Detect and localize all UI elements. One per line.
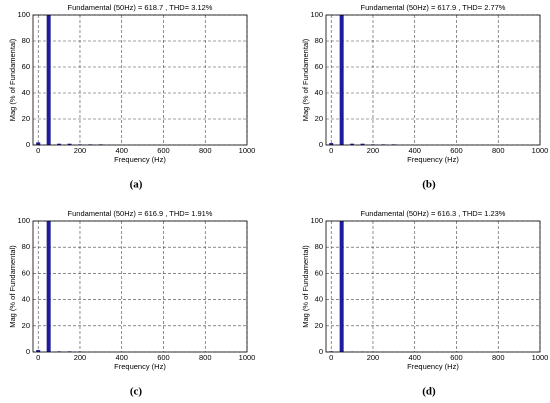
x-tick-label: 800 bbox=[492, 146, 505, 155]
plot-area bbox=[33, 221, 247, 352]
x-tick-label: 400 bbox=[115, 353, 128, 362]
x-tick-label: 600 bbox=[157, 353, 170, 362]
plot-border bbox=[325, 14, 541, 146]
chart-title: Fundamental (50Hz) = 616.3 , THD= 1.23% bbox=[361, 209, 506, 218]
bar bbox=[339, 15, 344, 145]
x-tick-label: 200 bbox=[367, 146, 380, 155]
x-tick-label: 1000 bbox=[532, 353, 549, 362]
bar bbox=[350, 143, 355, 145]
bar bbox=[339, 221, 344, 352]
x-tick-label: 600 bbox=[450, 146, 463, 155]
bar bbox=[67, 143, 72, 145]
x-axis-label: Frequency (Hz) bbox=[407, 362, 459, 371]
y-tick-label: 0 bbox=[319, 347, 323, 356]
y-axis-label: Mag (% of Fundamental) bbox=[301, 38, 310, 121]
y-tick-label: 0 bbox=[319, 140, 323, 149]
plot-border bbox=[32, 14, 248, 146]
bar bbox=[36, 142, 41, 145]
plot-border bbox=[32, 220, 248, 353]
x-tick-label: 600 bbox=[450, 353, 463, 362]
y-tick-label: 40 bbox=[22, 295, 30, 304]
x-tick-label: 1000 bbox=[239, 353, 256, 362]
y-tick-label: 80 bbox=[315, 36, 323, 45]
x-tick-label: 200 bbox=[74, 353, 87, 362]
y-tick-label: 80 bbox=[315, 242, 323, 251]
x-tick-label: 200 bbox=[367, 353, 380, 362]
y-tick-label: 100 bbox=[17, 10, 30, 19]
x-tick-label: 0 bbox=[36, 353, 40, 362]
x-tick-label: 600 bbox=[157, 146, 170, 155]
y-tick-label: 40 bbox=[22, 88, 30, 97]
y-tick-label: 60 bbox=[315, 62, 323, 71]
y-tick-label: 60 bbox=[22, 62, 30, 71]
bar bbox=[36, 350, 41, 352]
x-axis-label: Frequency (Hz) bbox=[407, 155, 459, 164]
y-tick-label: 100 bbox=[17, 216, 30, 225]
x-tick-label: 800 bbox=[199, 353, 212, 362]
x-axis-label: Frequency (Hz) bbox=[114, 155, 166, 164]
plot-area bbox=[33, 15, 247, 145]
bar bbox=[329, 143, 334, 145]
y-tick-label: 60 bbox=[315, 268, 323, 277]
x-tick-label: 800 bbox=[199, 146, 212, 155]
bar bbox=[360, 143, 365, 145]
y-tick-label: 40 bbox=[315, 88, 323, 97]
y-axis-label: Mag (% of Fundamental) bbox=[301, 245, 310, 328]
y-tick-label: 100 bbox=[310, 10, 323, 19]
x-tick-label: 200 bbox=[74, 146, 87, 155]
x-tick-label: 1000 bbox=[239, 146, 256, 155]
x-tick-label: 400 bbox=[115, 146, 128, 155]
chart-title: Fundamental (50Hz) = 616.9 , THD= 1.91% bbox=[68, 209, 213, 218]
y-tick-label: 40 bbox=[315, 295, 323, 304]
y-tick-label: 0 bbox=[26, 347, 30, 356]
bar bbox=[46, 221, 51, 352]
plot-area bbox=[326, 221, 540, 352]
y-tick-label: 20 bbox=[22, 114, 30, 123]
y-tick-label: 80 bbox=[22, 242, 30, 251]
x-tick-label: 0 bbox=[329, 146, 333, 155]
y-axis-label: Mag (% of Fundamental) bbox=[8, 38, 17, 121]
plot-area bbox=[326, 15, 540, 145]
x-tick-label: 1000 bbox=[532, 146, 549, 155]
y-tick-label: 20 bbox=[22, 321, 30, 330]
x-tick-label: 400 bbox=[408, 353, 421, 362]
caption: (a) bbox=[130, 179, 143, 191]
x-tick-label: 0 bbox=[36, 146, 40, 155]
x-tick-label: 0 bbox=[329, 353, 333, 362]
caption: (c) bbox=[130, 386, 143, 398]
caption: (d) bbox=[422, 386, 436, 398]
y-tick-label: 0 bbox=[26, 140, 30, 149]
x-tick-label: 800 bbox=[492, 353, 505, 362]
plot-border bbox=[325, 220, 541, 353]
y-tick-label: 80 bbox=[22, 36, 30, 45]
x-tick-label: 400 bbox=[408, 146, 421, 155]
y-tick-label: 20 bbox=[315, 114, 323, 123]
y-tick-label: 60 bbox=[22, 268, 30, 277]
y-tick-label: 20 bbox=[315, 321, 323, 330]
x-axis-label: Frequency (Hz) bbox=[114, 362, 166, 371]
bar bbox=[57, 143, 62, 145]
caption: (b) bbox=[422, 179, 436, 191]
y-tick-label: 100 bbox=[310, 216, 323, 225]
y-axis-label: Mag (% of Fundamental) bbox=[8, 245, 17, 328]
chart-title: Fundamental (50Hz) = 617.9 , THD= 2.77% bbox=[361, 3, 506, 12]
chart-title: Fundamental (50Hz) = 618.7 , THD= 3.12% bbox=[68, 3, 213, 12]
bar bbox=[46, 15, 51, 145]
